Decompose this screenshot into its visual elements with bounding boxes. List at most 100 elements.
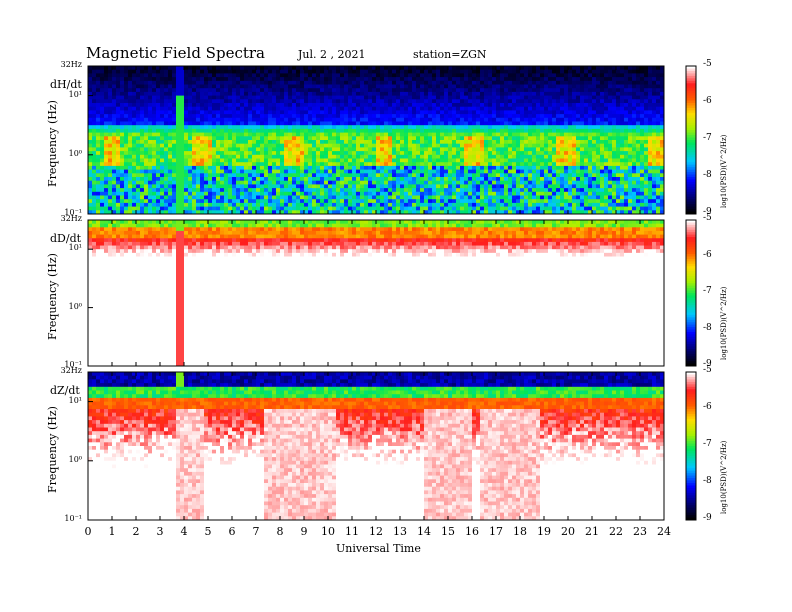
spectrogram-cell — [136, 162, 141, 167]
spectrogram-cell — [188, 117, 193, 122]
spectrogram-cell — [316, 162, 321, 167]
spectrogram-cell — [336, 140, 341, 145]
spectrogram-cell — [304, 165, 309, 170]
spectrogram-cell — [252, 95, 257, 100]
spectrogram-cell — [216, 169, 221, 174]
spectrogram-cell — [112, 177, 117, 182]
spectrogram-cell — [336, 106, 341, 111]
spectrogram-cell — [400, 177, 405, 182]
spectrogram-cell — [96, 114, 101, 119]
spectrogram-cell — [296, 88, 301, 93]
spectrogram-cell — [456, 77, 461, 82]
spectrogram-cell — [400, 103, 405, 108]
spectrogram-cell — [352, 188, 357, 193]
spectrogram-cell — [288, 169, 293, 174]
spectrogram-cell — [404, 136, 409, 141]
spectrogram-cell — [100, 177, 105, 182]
spectrogram-cell — [108, 165, 113, 170]
spectrogram-cell — [264, 91, 269, 96]
spectrogram-cell — [268, 84, 273, 89]
spectrogram-cell — [328, 162, 333, 167]
spectrogram-cell — [124, 110, 129, 115]
spectrogram-cell — [508, 199, 513, 204]
spectrogram-cell — [124, 206, 129, 211]
spectrogram-cell — [260, 125, 265, 130]
spectrogram-cell — [532, 88, 537, 93]
spectrogram-cell — [228, 140, 233, 145]
spectrogram-cell — [452, 162, 457, 167]
spectrogram-cell — [292, 184, 297, 189]
spectrogram-cell — [220, 117, 225, 122]
spectrogram-cell — [324, 106, 329, 111]
spectrogram-cell — [196, 195, 201, 200]
spectrogram-cell — [212, 158, 217, 163]
spectrogram-cell — [316, 169, 321, 174]
spectrogram-cell — [232, 143, 237, 148]
spectrogram-cell — [224, 128, 229, 133]
spectrogram-cell — [512, 132, 517, 137]
spectrogram-cell — [524, 110, 529, 115]
spectrogram-cell — [576, 66, 581, 71]
spectrogram-cell — [484, 110, 489, 115]
spectrogram-cell — [184, 154, 189, 159]
spectrogram-cell — [416, 95, 421, 100]
spectrogram-cell — [496, 77, 501, 82]
spectrogram-cell — [300, 106, 305, 111]
spectrogram-cell — [440, 88, 445, 93]
spectrogram-cell — [580, 99, 585, 104]
spectrogram-cell — [208, 184, 213, 189]
spectrogram-cell — [400, 91, 405, 96]
spectrogram-cell — [580, 103, 585, 108]
spectrogram-cell — [436, 195, 441, 200]
spectrogram-cell — [548, 80, 553, 85]
spectrogram-cell — [524, 125, 529, 130]
spectrogram-cell — [160, 132, 165, 137]
spectrogram-cell — [192, 184, 197, 189]
spectrogram-cell — [168, 110, 173, 115]
spectrogram-cell — [444, 132, 449, 137]
spectrogram-cell — [132, 117, 137, 122]
spectrogram-cell — [396, 91, 401, 96]
spectrogram-cell — [512, 173, 517, 178]
spectrogram-cell — [468, 91, 473, 96]
spectrogram-cell — [260, 132, 265, 137]
spectrogram-cell — [200, 128, 205, 133]
spectrogram-cell — [268, 206, 273, 211]
spectrogram-cell — [536, 128, 541, 133]
spectrogram-cell — [240, 80, 245, 85]
spectrogram-cell — [88, 180, 93, 185]
spectrogram-cell — [440, 191, 445, 196]
spectrogram-cell — [212, 191, 217, 196]
spectrogram-cell — [468, 140, 473, 145]
spectrogram-cell — [420, 80, 425, 85]
spectrogram-cell — [420, 158, 425, 163]
spectrogram-cell — [368, 125, 373, 130]
spectrogram-cell — [96, 147, 101, 152]
spectrogram-cell — [444, 199, 449, 204]
spectrogram-cell — [416, 91, 421, 96]
spectrogram-cell — [180, 173, 185, 178]
spectrogram-cell — [476, 206, 481, 211]
spectrogram-cell — [364, 169, 369, 174]
spectrogram-cell — [172, 88, 177, 93]
spectrogram-cell — [544, 88, 549, 93]
spectrogram-cell — [404, 80, 409, 85]
spectrogram-cell — [380, 151, 385, 156]
spectrogram-cell — [180, 117, 185, 122]
spectrogram-cell — [120, 128, 125, 133]
spectrogram-cell — [488, 125, 493, 130]
spectrogram-cell — [460, 95, 465, 100]
spectrogram-cell — [232, 66, 237, 71]
spectrogram-cell — [316, 121, 321, 126]
spectrogram-cell — [200, 99, 205, 104]
spectrogram-cell — [112, 91, 117, 96]
spectrogram-cell — [272, 154, 277, 159]
spectrogram-cell — [116, 103, 121, 108]
spectrogram-cell — [232, 169, 237, 174]
spectrogram-cell — [228, 199, 233, 204]
spectrogram-cell — [488, 173, 493, 178]
spectrogram-cell — [552, 99, 557, 104]
spectrogram-cell — [472, 121, 477, 126]
spectrogram-cell — [364, 114, 369, 119]
spectrogram-cell — [128, 80, 133, 85]
